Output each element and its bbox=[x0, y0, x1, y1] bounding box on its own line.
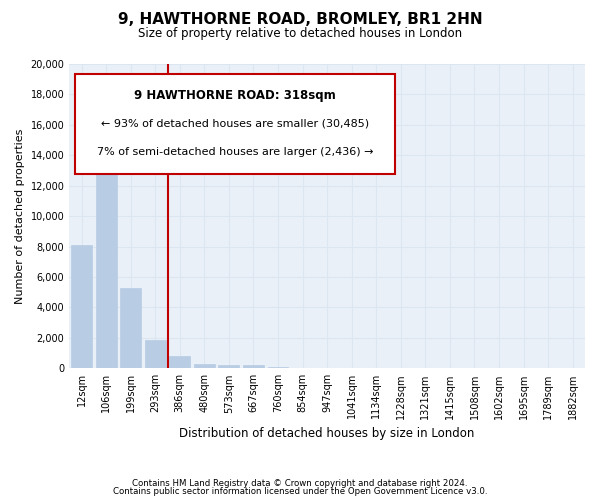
Bar bbox=[145, 340, 166, 368]
Text: 9 HAWTHORNE ROAD: 318sqm: 9 HAWTHORNE ROAD: 318sqm bbox=[134, 90, 336, 102]
Text: ← 93% of detached houses are smaller (30,485): ← 93% of detached houses are smaller (30… bbox=[101, 119, 369, 129]
Bar bbox=[194, 364, 215, 368]
Bar bbox=[268, 367, 289, 368]
Text: 7% of semi-detached houses are larger (2,436) →: 7% of semi-detached houses are larger (2… bbox=[97, 147, 373, 157]
Text: Size of property relative to detached houses in London: Size of property relative to detached ho… bbox=[138, 28, 462, 40]
Bar bbox=[169, 356, 190, 368]
X-axis label: Distribution of detached houses by size in London: Distribution of detached houses by size … bbox=[179, 427, 475, 440]
Text: Contains public sector information licensed under the Open Government Licence v3: Contains public sector information licen… bbox=[113, 487, 487, 496]
Text: 9, HAWTHORNE ROAD, BROMLEY, BR1 2HN: 9, HAWTHORNE ROAD, BROMLEY, BR1 2HN bbox=[118, 12, 482, 28]
Bar bbox=[95, 118, 116, 368]
Y-axis label: Number of detached properties: Number of detached properties bbox=[15, 128, 25, 304]
Bar bbox=[243, 366, 264, 368]
Bar bbox=[218, 366, 239, 368]
Bar bbox=[71, 245, 92, 368]
Bar bbox=[120, 288, 141, 368]
Text: Contains HM Land Registry data © Crown copyright and database right 2024.: Contains HM Land Registry data © Crown c… bbox=[132, 478, 468, 488]
